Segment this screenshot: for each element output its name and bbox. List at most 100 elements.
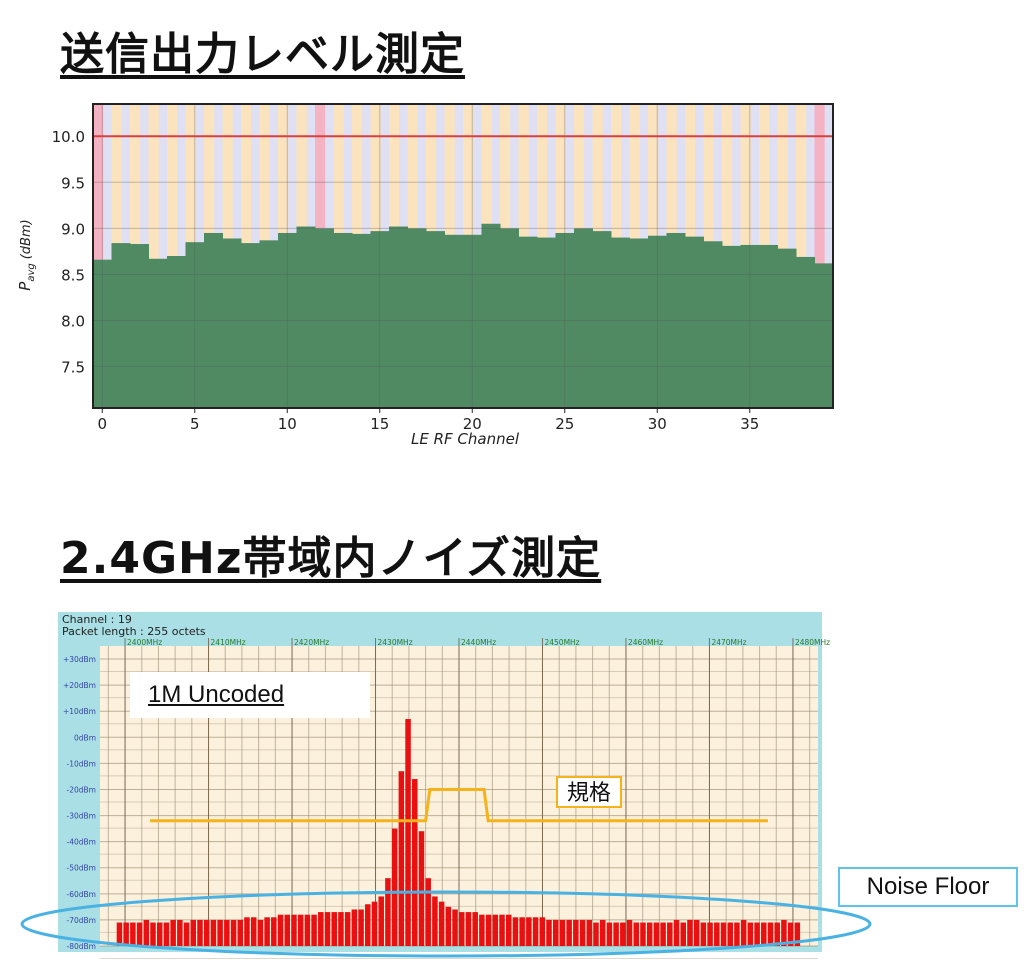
power-bar bbox=[500, 228, 519, 408]
spectrum-bar bbox=[579, 919, 586, 946]
spectrum-bar bbox=[767, 922, 774, 946]
spectrum-bar bbox=[331, 912, 337, 946]
level-tick-label: 0dBm bbox=[74, 733, 96, 742]
spectrum-bar bbox=[734, 922, 740, 946]
power-bar bbox=[574, 228, 593, 408]
spectrum-bar bbox=[452, 909, 458, 946]
spectrum-bar bbox=[532, 917, 539, 946]
spectrum-bar bbox=[177, 919, 183, 946]
spectrum-bar bbox=[391, 828, 398, 946]
spectrum-bar bbox=[445, 906, 452, 946]
spectrum-bar bbox=[613, 922, 619, 946]
power-bar bbox=[111, 243, 131, 408]
spectrum-bar bbox=[787, 922, 794, 946]
spectrum-bar bbox=[593, 922, 599, 946]
spectrum-bar bbox=[512, 917, 519, 946]
spectrum-bar bbox=[700, 922, 707, 946]
spectrum-bar bbox=[626, 919, 633, 946]
spectrum-bar bbox=[371, 901, 378, 946]
spectrum-bar bbox=[633, 922, 640, 946]
freq-tick-label: 2460MHz bbox=[628, 638, 663, 647]
freq-tick-label: 2410MHz bbox=[211, 638, 246, 647]
spec-limit-label: 規格 bbox=[556, 776, 622, 808]
y-axis-label: Pavg (dBm) bbox=[16, 219, 37, 290]
power-bar bbox=[370, 231, 390, 408]
spectrum-bar bbox=[130, 922, 136, 946]
freq-tick-label: 2480MHz bbox=[795, 638, 830, 647]
y-tick-label: 9.5 bbox=[61, 174, 85, 192]
spectrum-bar bbox=[163, 922, 170, 946]
spectrum-bar bbox=[599, 919, 606, 946]
spectrum-bar bbox=[318, 912, 324, 946]
spectrum-bar bbox=[311, 914, 317, 946]
x-axis-label: LE RF Channel bbox=[411, 430, 520, 448]
spectrum-bar bbox=[351, 909, 358, 946]
spectrum-bar bbox=[116, 922, 123, 946]
spectrum-bar bbox=[687, 919, 693, 946]
spectrum-bar bbox=[123, 922, 129, 946]
spectrum-bar bbox=[673, 919, 680, 946]
spectrum-bar bbox=[425, 878, 431, 946]
x-tick-label: 10 bbox=[278, 415, 297, 433]
power-bar bbox=[666, 232, 686, 408]
spectrum-bar bbox=[224, 919, 230, 946]
power-bar bbox=[592, 231, 612, 408]
noise-heading: 2.4GHz帯域内ノイズ測定 bbox=[60, 533, 602, 584]
spectrum-bar bbox=[170, 919, 176, 946]
x-tick-label: 35 bbox=[740, 415, 759, 433]
channel-band bbox=[814, 104, 825, 408]
y-tick-label: 7.5 bbox=[61, 359, 85, 377]
power-bar bbox=[167, 256, 186, 408]
level-tick-label: -40dBm bbox=[67, 838, 96, 847]
channel-label: Channel : 19 bbox=[62, 613, 132, 626]
power-bar bbox=[814, 263, 834, 408]
spectrum-bar bbox=[465, 912, 472, 946]
spectrum-bar bbox=[291, 914, 297, 946]
noise-floor-label: Noise Floor bbox=[838, 867, 1018, 907]
spectrum-bar bbox=[405, 719, 411, 946]
spectrum-bar bbox=[546, 919, 552, 946]
spectrum-bar bbox=[794, 922, 801, 946]
spectrum-bar bbox=[754, 922, 760, 946]
spectrum-bar bbox=[646, 922, 653, 946]
power-bar bbox=[333, 232, 353, 408]
spectrum-bar bbox=[136, 922, 143, 946]
y-axis-label-sub: avg bbox=[26, 263, 37, 281]
spectrum-bar bbox=[358, 909, 364, 946]
power-bar bbox=[389, 226, 408, 408]
level-tick-label: -70dBm bbox=[67, 916, 96, 925]
spectrum-bar bbox=[761, 922, 767, 946]
spectrum-bar bbox=[693, 919, 700, 946]
spectrum-bar bbox=[519, 917, 525, 946]
spectrum-bar bbox=[338, 912, 344, 946]
spectrum-bar bbox=[304, 914, 311, 946]
spectrum-bar bbox=[660, 922, 666, 946]
freq-tick-label: 2440MHz bbox=[461, 638, 496, 647]
spectrum-bar bbox=[640, 922, 646, 946]
level-tick-label: -50dBm bbox=[67, 864, 96, 873]
power-bar bbox=[611, 237, 630, 408]
spectrum-bar bbox=[203, 919, 210, 946]
power-bar bbox=[740, 244, 760, 408]
power-bar bbox=[278, 232, 297, 408]
power-bar bbox=[722, 245, 741, 408]
spectrum-bar bbox=[459, 912, 465, 946]
x-tick-label: 30 bbox=[648, 415, 667, 433]
y-tick-label: 8.5 bbox=[61, 266, 85, 284]
spectrum-bar bbox=[398, 771, 405, 946]
spectrum-bar bbox=[680, 922, 686, 946]
spectrum-bar bbox=[526, 917, 532, 946]
level-tick-label: +10dBm bbox=[63, 707, 96, 716]
spectrum-bar bbox=[714, 922, 720, 946]
y-axis-label-unit: (dBm) bbox=[19, 219, 34, 259]
spectrum-bar bbox=[244, 917, 250, 946]
power-bar bbox=[444, 234, 464, 408]
level-tick-label: -60dBm bbox=[67, 890, 96, 899]
spectrum-bar bbox=[183, 922, 190, 946]
freq-tick-label: 2420MHz bbox=[294, 638, 329, 647]
power-bar bbox=[222, 238, 242, 408]
spectrum-bar bbox=[264, 917, 270, 946]
spectrum-bar bbox=[747, 922, 754, 946]
power-bar bbox=[759, 244, 778, 408]
